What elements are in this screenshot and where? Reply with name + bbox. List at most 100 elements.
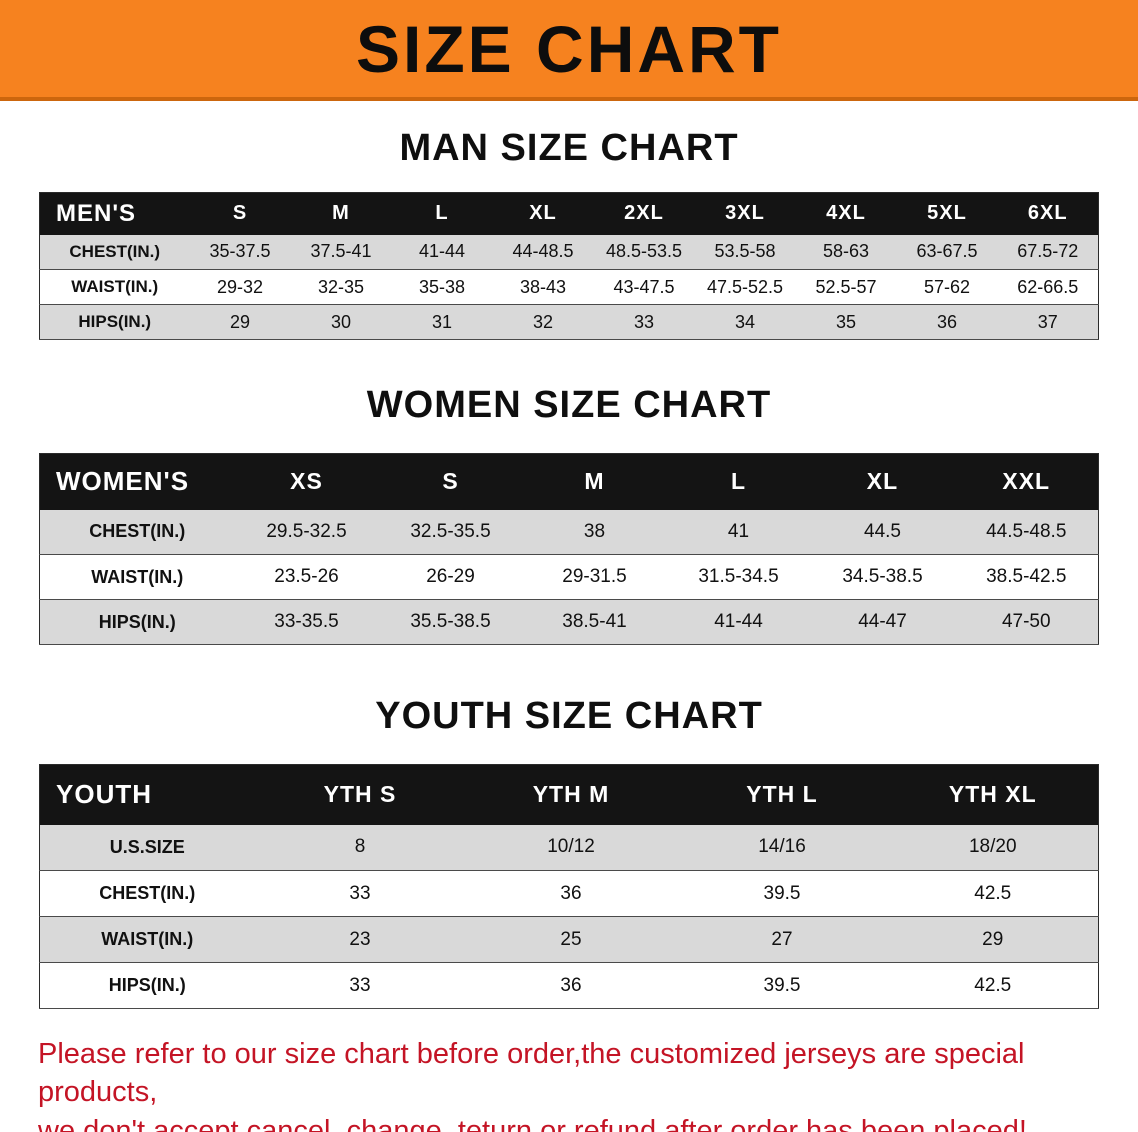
table-cell: 62-66.5: [997, 269, 1099, 305]
column-header: 6XL: [1027, 202, 1068, 225]
column-header: S: [232, 202, 248, 225]
column-header: XXL: [1002, 468, 1051, 495]
table-cell: 35.5-38.5: [378, 599, 523, 645]
column-header: YTH XL: [948, 781, 1037, 808]
footer-note-line1: Please refer to our size chart before or…: [38, 1038, 1025, 1109]
table-cell: 44.5: [810, 509, 955, 555]
table-cell: 36: [896, 304, 998, 340]
table-cell: 43-47.5: [593, 269, 695, 305]
table-cell: 44.5-48.5: [954, 509, 1099, 555]
row-label: HIPS(IN.): [39, 962, 255, 1009]
footer-note-line2: we don't accept cancel, change, teturn o…: [38, 1114, 1027, 1132]
table-cell: 32-35: [290, 269, 392, 305]
table-row: CHEST(IN.) 35-37.5 37.5-41 41-44 44-48.5…: [39, 234, 1099, 270]
row-label: CHEST(IN.): [39, 509, 235, 555]
row-label: HIPS(IN.): [39, 304, 190, 340]
table-cell: 33: [254, 870, 466, 917]
column-header: S: [442, 468, 459, 495]
table-cell: 37: [997, 304, 1099, 340]
column-header: YTH M: [532, 781, 610, 808]
column-header: XS: [290, 468, 323, 495]
table-cell: 41: [666, 509, 811, 555]
table-cell: 34.5-38.5: [810, 554, 955, 600]
table-row: U.S.SIZE 8 10/12 14/16 18/20: [39, 824, 1099, 871]
table-cell: 29.5-32.5: [234, 509, 379, 555]
column-header: YOUTH: [56, 779, 152, 810]
table-cell: 23.5-26: [234, 554, 379, 600]
table-cell: 36: [465, 870, 677, 917]
table-row: WAIST(IN.) 29-32 32-35 35-38 38-43 43-47…: [39, 269, 1099, 305]
table-cell: 39.5: [676, 870, 888, 917]
women-section-heading: WOMEN SIZE CHART: [366, 384, 772, 426]
column-header: M: [584, 468, 605, 495]
table-cell: 38.5-41: [522, 599, 667, 645]
column-header: XL: [866, 468, 899, 495]
column-header: 5XL: [927, 202, 967, 225]
banner: SIZE CHART: [0, 0, 1138, 101]
table-cell: 47-50: [954, 599, 1099, 645]
table-row: HIPS(IN.) 33-35.5 35.5-38.5 38.5-41 41-4…: [39, 599, 1099, 645]
table-row: WAIST(IN.) 23 25 27 29: [39, 916, 1099, 963]
table-row: HIPS(IN.) 29 30 31 32 33 34 35 36 37: [39, 304, 1099, 340]
table-cell: 32: [492, 304, 594, 340]
table-cell: 8: [254, 824, 466, 871]
table-cell: 38.5-42.5: [954, 554, 1099, 600]
table-cell: 33-35.5: [234, 599, 379, 645]
table-cell: 36: [465, 962, 677, 1009]
table-row: CHEST(IN.) 33 36 39.5 42.5: [39, 870, 1099, 917]
youth-header-row: YOUTH YTH S YTH M YTH L YTH XL: [39, 764, 1099, 825]
table-cell: 39.5: [676, 962, 888, 1009]
column-header: YTH L: [746, 781, 818, 808]
women-header-row: WOMEN'S XS S M L XL XXL: [39, 453, 1099, 510]
table-cell: 35: [795, 304, 897, 340]
table-cell: 31.5-34.5: [666, 554, 811, 600]
table-cell: 14/16: [676, 824, 888, 871]
column-header: M: [332, 202, 350, 225]
table-row: CHEST(IN.) 29.5-32.5 32.5-35.5 38 41 44.…: [39, 509, 1099, 555]
table-cell: 44-48.5: [492, 234, 594, 270]
table-cell: 47.5-52.5: [694, 269, 796, 305]
column-header: L: [435, 202, 449, 225]
column-header: YTH S: [323, 781, 397, 808]
table-cell: 52.5-57: [795, 269, 897, 305]
table-cell: 29: [887, 916, 1099, 963]
table-cell: 10/12: [465, 824, 677, 871]
table-cell: 29-31.5: [522, 554, 667, 600]
women-size-table: WOMEN'S XS S M L XL XXL CHEST(IN.) 29.5-…: [39, 453, 1099, 645]
row-label: U.S.SIZE: [39, 824, 255, 871]
table-cell: 25: [465, 916, 677, 963]
table-cell: 41-44: [391, 234, 493, 270]
table-cell: 53.5-58: [694, 234, 796, 270]
table-cell: 29-32: [189, 269, 291, 305]
men-section-heading: MAN SIZE CHART: [399, 127, 739, 169]
men-header-row: MEN'S S M L XL 2XL 3XL 4XL 5XL 6XL: [39, 192, 1099, 235]
column-header: 2XL: [624, 202, 664, 225]
table-cell: 27: [676, 916, 888, 963]
table-cell: 18/20: [887, 824, 1099, 871]
table-row: WAIST(IN.) 23.5-26 26-29 29-31.5 31.5-34…: [39, 554, 1099, 600]
table-cell: 23: [254, 916, 466, 963]
table-cell: 38-43: [492, 269, 594, 305]
footer-note: Please refer to our size chart before or…: [0, 1035, 1138, 1132]
table-cell: 42.5: [887, 962, 1099, 1009]
column-header: 4XL: [826, 202, 866, 225]
column-header: MEN'S: [56, 199, 137, 227]
table-cell: 29: [189, 304, 291, 340]
banner-title: SIZE CHART: [356, 11, 782, 86]
table-cell: 41-44: [666, 599, 811, 645]
youth-size-table: YOUTH YTH S YTH M YTH L YTH XL U.S.SIZE …: [39, 764, 1099, 1009]
table-cell: 32.5-35.5: [378, 509, 523, 555]
table-cell: 31: [391, 304, 493, 340]
table-cell: 35-38: [391, 269, 493, 305]
table-cell: 33: [254, 962, 466, 1009]
row-label: CHEST(IN.): [39, 870, 255, 917]
table-cell: 44-47: [810, 599, 955, 645]
table-cell: 63-67.5: [896, 234, 998, 270]
table-cell: 33: [593, 304, 695, 340]
table-cell: 37.5-41: [290, 234, 392, 270]
table-cell: 57-62: [896, 269, 998, 305]
table-cell: 67.5-72: [997, 234, 1099, 270]
row-label: CHEST(IN.): [39, 234, 190, 270]
column-header: 3XL: [725, 202, 765, 225]
